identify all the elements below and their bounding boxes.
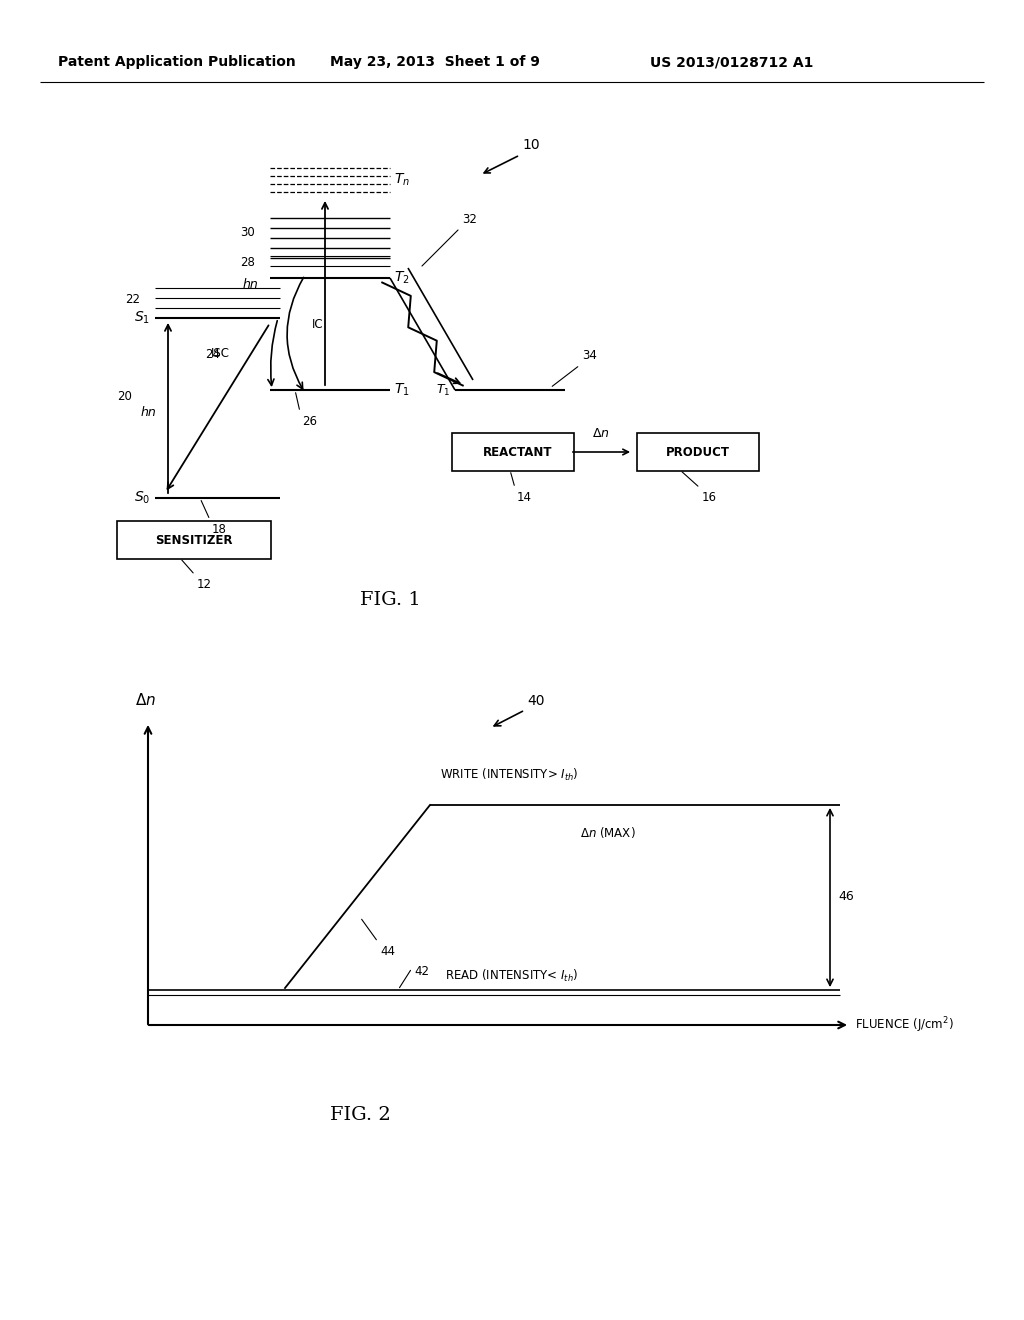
Text: 16: 16	[702, 491, 717, 504]
Text: 22: 22	[125, 293, 140, 306]
Text: 44: 44	[380, 945, 395, 958]
Text: $T_1$: $T_1$	[394, 381, 410, 399]
Text: $T_1$: $T_1$	[435, 383, 450, 397]
Text: 46: 46	[838, 891, 854, 903]
Text: 12: 12	[197, 578, 212, 591]
Text: $\Delta n$: $\Delta n$	[592, 426, 610, 440]
Text: FIG. 2: FIG. 2	[330, 1106, 390, 1125]
Text: IC: IC	[312, 318, 324, 330]
Text: 14: 14	[517, 491, 532, 504]
Text: $S_0$: $S_0$	[134, 490, 150, 506]
Text: hn: hn	[243, 277, 258, 290]
Text: 10: 10	[522, 139, 540, 152]
Text: $T_n$: $T_n$	[394, 172, 410, 189]
Text: May 23, 2013  Sheet 1 of 9: May 23, 2013 Sheet 1 of 9	[330, 55, 540, 69]
Text: 24: 24	[205, 348, 220, 360]
Text: 18: 18	[212, 523, 227, 536]
Text: $\Delta n$ (MAX): $\Delta n$ (MAX)	[580, 825, 636, 840]
Text: US 2013/0128712 A1: US 2013/0128712 A1	[650, 55, 813, 69]
Text: REACTANT: REACTANT	[483, 446, 553, 458]
FancyBboxPatch shape	[452, 433, 574, 471]
Text: 26: 26	[302, 414, 317, 428]
Text: $S_1$: $S_1$	[134, 310, 150, 326]
Text: FIG. 1: FIG. 1	[359, 591, 421, 609]
Text: $\Delta n$: $\Delta n$	[135, 692, 157, 708]
Text: READ (INTENSITY< $I_{th}$): READ (INTENSITY< $I_{th}$)	[445, 968, 579, 985]
Text: FLUENCE (J/cm$^2$): FLUENCE (J/cm$^2$)	[855, 1015, 953, 1035]
FancyBboxPatch shape	[117, 521, 271, 558]
Text: SENSITIZER: SENSITIZER	[156, 533, 232, 546]
Text: 28: 28	[240, 256, 255, 269]
Text: PRODUCT: PRODUCT	[666, 446, 730, 458]
Text: 42: 42	[414, 965, 429, 978]
Text: 20: 20	[117, 389, 132, 403]
Text: ISC: ISC	[211, 347, 229, 360]
Text: 32: 32	[462, 213, 477, 226]
Text: 30: 30	[241, 227, 255, 239]
Text: 34: 34	[582, 348, 597, 362]
Text: Patent Application Publication: Patent Application Publication	[58, 55, 296, 69]
Text: WRITE (INTENSITY> $I_{th}$): WRITE (INTENSITY> $I_{th}$)	[440, 767, 579, 783]
Text: hn: hn	[140, 407, 156, 420]
Text: $T_2$: $T_2$	[394, 269, 410, 286]
Text: 40: 40	[527, 694, 545, 708]
FancyBboxPatch shape	[637, 433, 759, 471]
